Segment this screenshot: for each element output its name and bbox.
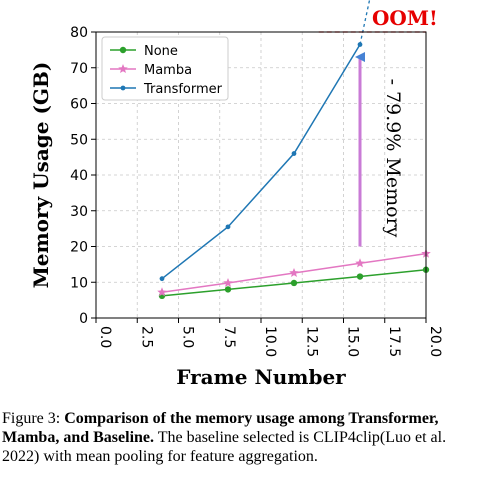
legend-label-mamba: Mamba (144, 63, 192, 78)
y-tick-label: 50 (70, 132, 88, 148)
y-tick-label: 40 (70, 168, 88, 184)
x-tick-label: 0.0 (97, 326, 113, 348)
legend-item-none: None (110, 44, 178, 59)
legend-label-transformer: Transformer (143, 82, 223, 97)
x-tick-label: 7.5 (221, 326, 237, 348)
x-tick-label: 20.0 (427, 326, 443, 357)
y-tick-label: 30 (70, 204, 88, 220)
annotation-group: OOM! - 79.9% Memory (318, 0, 438, 247)
legend-marker-mamba (118, 64, 128, 74)
caption-rest-text: The baseline selected is CLIP4clip(Luo e… (2, 429, 447, 465)
y-tick-label: 10 (70, 275, 88, 291)
legend-label-none: None (144, 44, 178, 59)
data-point-mamba (355, 258, 365, 268)
figure-caption: Figure 3: Comparison of the memory usage… (2, 409, 480, 466)
y-tick-label: 60 (70, 97, 88, 113)
data-point-mamba (289, 267, 299, 277)
y-tick-label: 20 (70, 240, 88, 256)
x-tick-label: 17.5 (386, 326, 402, 357)
x-tick-label: 15.0 (345, 326, 361, 357)
oom-label: OOM! (372, 6, 438, 30)
memory-reduction-label: - 79.9% Memory (382, 79, 404, 238)
data-point-transformer (225, 224, 231, 230)
y-tick-label: 0 (79, 311, 88, 327)
x-tick-label: 12.5 (303, 326, 319, 357)
x-tick-label: 10.0 (262, 326, 278, 357)
series-line-transformer (161, 44, 361, 280)
y-tick-label: 70 (70, 61, 88, 77)
series-transformer (159, 42, 363, 282)
data-point-transformer (159, 276, 165, 282)
series-mamba (157, 248, 431, 297)
memory-usage-chart: OOM!- 79.9% Memory NoneMambaTransformer … (29, 0, 443, 389)
legend-item-transformer: Transformer (110, 82, 223, 97)
plot-frame (95, 31, 427, 319)
data-point-none (290, 279, 298, 287)
axes: 0.0 2.5 5.0 7.5 10.0 12.5 15.0 17.5 20.0 0 10 20 30 4… (29, 25, 443, 389)
caption-bold-text: Comparison of the memory usage among Tra… (2, 410, 439, 446)
legend-item-mamba: Mamba (110, 63, 192, 78)
data-point-mamba (223, 277, 233, 288)
data-point-mamba (157, 287, 167, 297)
y-axis-title: Memory Usage (GB) (29, 62, 53, 289)
legend: None Mamba Transformer (101, 36, 229, 101)
data-point-none (224, 286, 232, 293)
x-tick-label: 2.5 (138, 326, 154, 348)
x-tick-label: 5.0 (180, 326, 196, 348)
caption-figure-label: Figure 3: (2, 410, 65, 427)
x-axis-title: Frame Number (176, 365, 346, 389)
legend-marker-none (119, 46, 127, 54)
legend-marker-transformer (120, 85, 126, 91)
data-point-none (356, 273, 364, 280)
legend-box (101, 36, 229, 101)
y-tick-label: 80 (70, 25, 88, 41)
data-point-transformer (291, 151, 297, 156)
